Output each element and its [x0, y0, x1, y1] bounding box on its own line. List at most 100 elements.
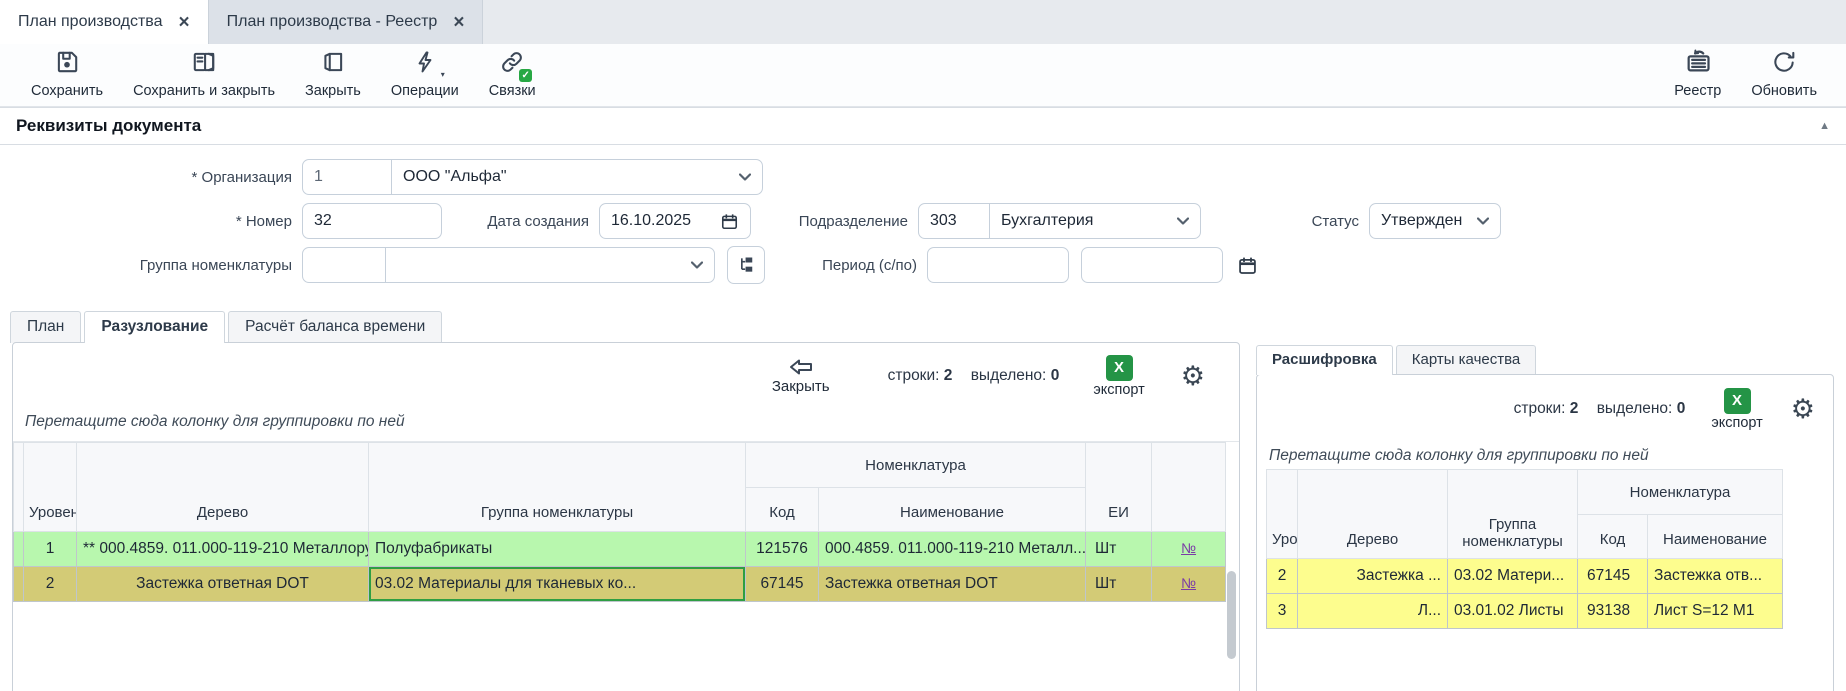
right-grid-table: Уровень Дерево Группа номенклатуры Номен…	[1266, 469, 1784, 629]
cell-unit: Шт	[1085, 531, 1153, 567]
grid-close-button[interactable]: Закрыть	[772, 357, 830, 395]
form-row-organization: * Организация 1 ООО "Альфа"	[0, 155, 1846, 199]
operations-button[interactable]: ▾ Операции	[376, 48, 474, 103]
group-by-hint: Перетащите сюда колонку для группировки …	[1269, 447, 1649, 464]
department-code-field[interactable]: 303	[918, 203, 990, 239]
table-row[interactable]: 3 Л... 03.01.02 Листы 93138 Лист S=12 М1	[1266, 593, 1784, 629]
period-label: Период (с/по)	[822, 256, 917, 274]
detail-tab-bar: План Разузлование Расчёт баланса времени	[0, 311, 1846, 343]
tab-time-balance[interactable]: Расчёт баланса времени	[228, 311, 443, 343]
close-icon[interactable]: ×	[453, 11, 465, 33]
column-header-nomenclature[interactable]: Номенклатура	[744, 442, 1087, 488]
left-grid-table: Уровень Дерево Группа номенклатуры Номен…	[13, 442, 1227, 602]
cell-tree: ** 000.4859. 011.000-119-210 Металлорука…	[76, 531, 369, 567]
document-form: * Организация 1 ООО "Альфа" * Номер 32 Д…	[0, 145, 1846, 301]
collapse-icon[interactable]: ▲	[1819, 120, 1830, 132]
column-header-code[interactable]: Код	[745, 487, 819, 532]
column-header-level[interactable]: Уровень	[1266, 469, 1298, 559]
export-button[interactable]: X экспорт	[1093, 354, 1145, 398]
refresh-icon	[1771, 49, 1797, 80]
export-label: экспорт	[1711, 414, 1763, 431]
column-handle	[13, 442, 24, 532]
calendar-icon[interactable]	[1237, 255, 1258, 276]
window-tab-plan[interactable]: План производства ×	[0, 0, 209, 44]
save-button[interactable]: Сохранить	[16, 48, 118, 103]
chevron-down-icon	[1477, 217, 1489, 225]
selected-count: 0	[1050, 367, 1060, 384]
column-header-num	[1151, 442, 1227, 532]
column-header-level[interactable]: Уровень	[23, 442, 77, 532]
tree-select-button[interactable]	[727, 246, 765, 284]
vertical-scrollbar[interactable]	[1226, 443, 1237, 691]
table-row[interactable]: 2 Застежка ... 03.02 Матери... 67145 Зас…	[1266, 558, 1784, 594]
column-header-name[interactable]: Наименование	[817, 487, 1087, 532]
cell-name: 000.4859. 011.000-119-210 Металл...	[817, 531, 1087, 567]
chevron-down-icon	[691, 261, 703, 269]
organization-select[interactable]: ООО "Альфа"	[391, 159, 763, 195]
cell-name: Застежка ответная DOT	[817, 566, 1087, 602]
links-label: Связки	[488, 82, 536, 99]
table-row-selected[interactable]: 2 Застежка ответная DOT 03.02 Материалы …	[13, 566, 1227, 602]
right-tab-bar: Расшифровка Карты качества	[1256, 343, 1834, 375]
main-toolbar: Сохранить Сохранить и закрыть Закрыть ▾	[0, 44, 1846, 106]
save-label: Сохранить	[31, 82, 104, 99]
scrollbar-thumb[interactable]	[1227, 571, 1236, 659]
nomenclature-group-select[interactable]	[385, 247, 715, 283]
links-button[interactable]: ✓ Связки	[474, 48, 551, 103]
tab-quality-cards[interactable]: Карты качества	[1395, 345, 1537, 374]
department-combo: 303 Бухгалтерия	[918, 203, 1201, 239]
registry-button[interactable]: Реестр	[1659, 48, 1736, 103]
tab-razuzlovanie[interactable]: Разузлование	[84, 311, 226, 343]
right-column: Расшифровка Карты качества строки: 2 выд…	[1256, 343, 1834, 691]
cell-code: 93138	[1577, 593, 1648, 629]
cell-name: Застежка отв...	[1646, 558, 1784, 594]
refresh-button[interactable]: Обновить	[1736, 48, 1832, 103]
calendar-icon[interactable]	[720, 212, 739, 231]
tab-plan[interactable]: План	[10, 311, 82, 343]
column-header-group[interactable]: Группа номенклатуры	[368, 442, 746, 532]
save-and-close-button[interactable]: Сохранить и закрыть	[118, 48, 290, 103]
cell-group: 03.02 Матери...	[1447, 558, 1578, 594]
gear-icon[interactable]: ⚙	[1790, 393, 1815, 424]
caret-down-icon: ▾	[440, 69, 445, 79]
status-label: Статус	[1311, 212, 1359, 230]
column-header-code[interactable]: Код	[1577, 514, 1648, 559]
created-date-field[interactable]: 16.10.2025	[599, 203, 751, 239]
num-link[interactable]: №	[1181, 540, 1197, 556]
save-icon	[54, 49, 80, 80]
form-row-group-period: Группа номенклатуры Период (с/по)	[0, 243, 1846, 287]
number-field[interactable]: 32	[302, 203, 442, 239]
left-grid-toolbar: Закрыть строки: 2 выделено: 0 X экспорт …	[13, 343, 1239, 405]
organization-name: ООО "Альфа"	[403, 168, 507, 185]
cell-level: 1	[23, 531, 77, 567]
grid-close-label: Закрыть	[771, 378, 830, 395]
status-select[interactable]: Утвержден	[1369, 203, 1501, 239]
column-header-tree[interactable]: Дерево	[76, 442, 369, 532]
column-header-tree[interactable]: Дерево	[1297, 469, 1448, 559]
table-row[interactable]: 1 ** 000.4859. 011.000-119-210 Металлору…	[13, 531, 1227, 567]
num-link[interactable]: №	[1181, 575, 1197, 591]
tab-rasshifrovka[interactable]: Расшифровка	[1256, 345, 1393, 375]
column-header-name[interactable]: Наименование	[1646, 514, 1784, 559]
column-header-unit[interactable]: ЕИ	[1085, 442, 1153, 532]
nomenclature-group-code-field[interactable]	[302, 247, 386, 283]
save-and-close-label: Сохранить и закрыть	[133, 82, 276, 99]
window-tab-label: План производства	[18, 13, 163, 30]
column-header-nomenclature[interactable]: Номенклатура	[1576, 469, 1784, 515]
column-header-group[interactable]: Группа номенклатуры	[1447, 469, 1578, 559]
gear-icon[interactable]: ⚙	[1180, 360, 1205, 391]
cell-group: 03.01.02 Листы	[1447, 593, 1578, 629]
period-to-field[interactable]	[1081, 247, 1223, 283]
close-button[interactable]: Закрыть	[290, 48, 376, 103]
export-button[interactable]: X экспорт	[1711, 387, 1763, 431]
period-from-field[interactable]	[927, 247, 1069, 283]
cell-group: Полуфабрикаты	[368, 531, 746, 567]
chevron-down-icon	[1177, 217, 1189, 225]
department-select[interactable]: Бухгалтерия	[989, 203, 1201, 239]
close-icon[interactable]: ×	[178, 11, 190, 33]
window-tab-label: План производства - Реестр	[226, 13, 438, 30]
excel-export-icon: X	[1723, 387, 1751, 414]
export-label: экспорт	[1093, 381, 1145, 398]
window-tab-plan-registry[interactable]: План производства - Реестр ×	[208, 0, 484, 44]
organization-code-field[interactable]: 1	[302, 159, 392, 195]
